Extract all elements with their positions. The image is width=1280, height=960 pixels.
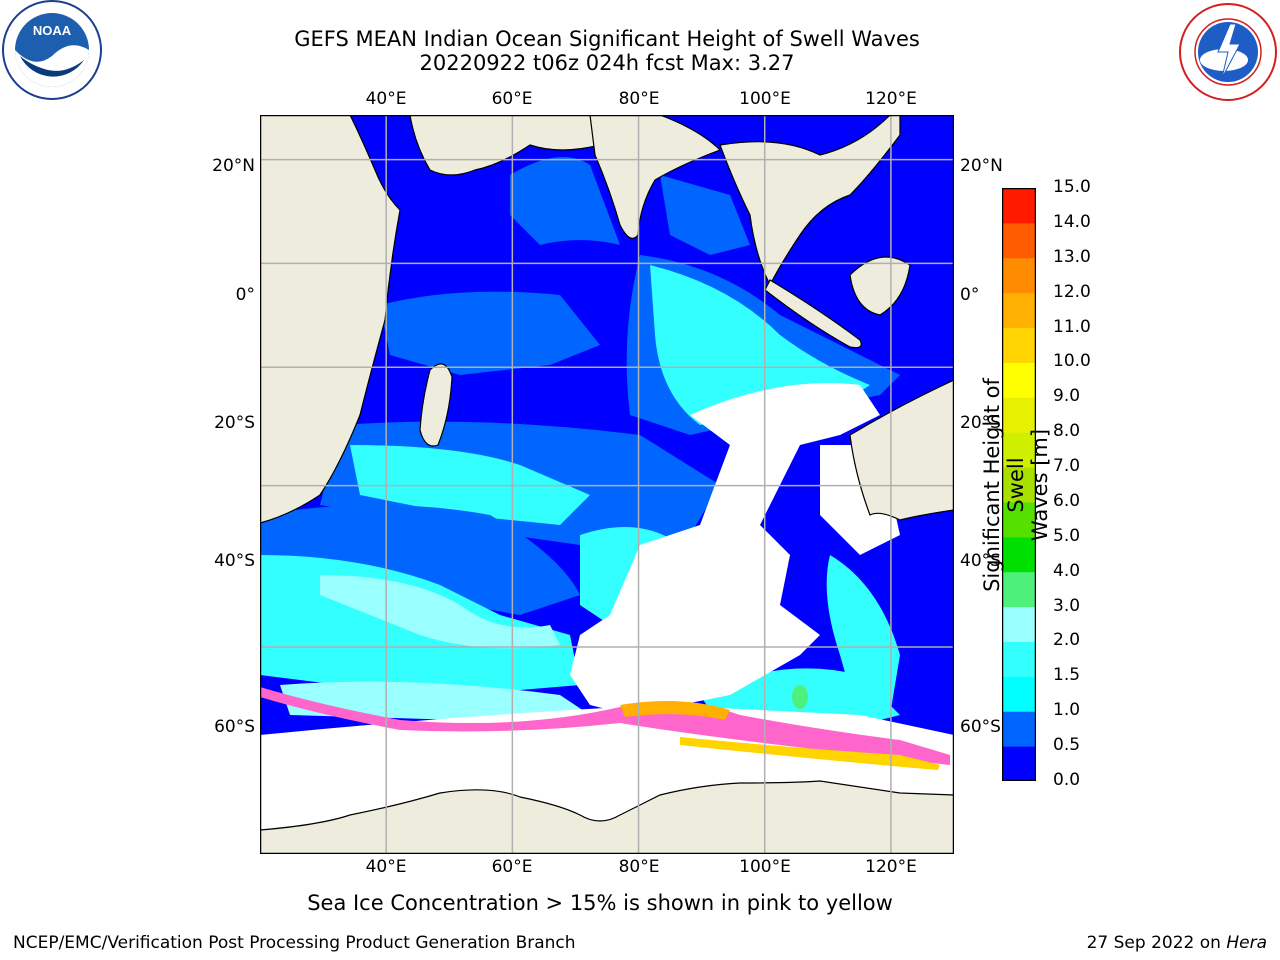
colorbar-tick-label: 13.0 [1053, 246, 1091, 267]
colorbar-tick-label: 9.0 [1053, 386, 1081, 407]
map-frame [260, 115, 954, 854]
colorbar-tick-label: 14.0 [1053, 211, 1091, 232]
colorbar-tick-label: 4.0 [1053, 560, 1081, 581]
colorbar-swatch [1002, 501, 1036, 538]
colorbar-tick-label: 12.0 [1053, 281, 1091, 302]
sea-ice-note: Sea Ice Concentration > 15% is shown in … [307, 891, 893, 915]
colorbar-swatch [1002, 397, 1036, 433]
colorbar-label: Significant Height of Swell Waves [m] [980, 355, 1052, 615]
lat-tick-label: 20°N [960, 156, 1003, 176]
colorbar-swatch [1002, 746, 1036, 781]
noaa-logo-icon: NOAA [2, 0, 102, 100]
colorbar-tick-label: 5.0 [1053, 525, 1081, 546]
lat-tick-label: 40°S [960, 551, 1001, 571]
colorbar-tick-label: 8.0 [1053, 421, 1081, 442]
colorbar-tick-label: 1.5 [1053, 665, 1081, 686]
lon-tick-label: 40°E [365, 857, 407, 877]
lon-tick-label: 80°E [618, 857, 660, 877]
lon-tick-label: 40°E [365, 89, 407, 109]
lat-tick-label: 20°S [960, 413, 1001, 433]
land-borneo [849, 256, 911, 316]
lat-tick-label: 60°S [214, 717, 255, 737]
colorbar-tick-label: 6.0 [1053, 490, 1081, 511]
colorbar-swatch [1002, 467, 1036, 503]
lon-tick-label: 60°E [491, 89, 533, 109]
title-line-1: GEFS MEAN Indian Ocean Significant Heigh… [294, 27, 920, 51]
colorbar-swatch [1002, 571, 1036, 608]
colorbar-swatch [1002, 641, 1036, 677]
land-sumatra [764, 279, 862, 349]
footer-credit: NCEP/EMC/Verification Post Processing Pr… [13, 933, 576, 953]
colorbar-swatch [1002, 676, 1036, 712]
colorbar-swatch [1002, 362, 1036, 398]
colorbar-swatch [1002, 606, 1036, 642]
lon-tick-label: 100°E [739, 89, 791, 109]
colorbar-swatch [1002, 711, 1036, 747]
colorbar [1002, 188, 1036, 781]
colorbar-label-line-2: Waves [m] [1028, 428, 1053, 542]
lon-tick-label: 100°E [739, 857, 791, 877]
noaa-logo-text: NOAA [33, 23, 72, 38]
colorbar-swatch [1002, 292, 1036, 329]
lat-tick-label: 40°S [214, 551, 255, 571]
colorbar-label-line-1: Significant Height of Swell [979, 378, 1028, 592]
colorbar-swatch [1002, 432, 1036, 468]
lat-tick-label: 0° [960, 285, 980, 305]
footer-date-text: 27 Sep 2022 on [1086, 933, 1221, 953]
colorbar-tick-label: 1.0 [1053, 700, 1081, 721]
lat-tick-label: 60°S [960, 717, 1001, 737]
footer-date: 27 Sep 2022 on Hera [1087, 933, 1267, 953]
colorbar-swatches [1002, 188, 1036, 781]
title-line-2: 20220922 t06z 024h fcst Max: 3.27 [419, 51, 795, 75]
lon-tick-label: 80°E [618, 89, 660, 109]
colorbar-swatch [1002, 222, 1036, 259]
sea-ice-fringe [260, 687, 950, 770]
swell-field [260, 157, 900, 735]
colorbar-tick-label: 15.0 [1053, 177, 1091, 197]
colorbar-swatch [1002, 327, 1036, 363]
colorbar-tick-label: 7.0 [1053, 456, 1081, 477]
lat-tick-label: 20°S [214, 413, 255, 433]
map-title: GEFS MEAN Indian Ocean Significant Heigh… [0, 27, 1214, 75]
colorbar-swatch [1002, 188, 1036, 224]
swell-height-map [260, 115, 954, 854]
colorbar-tick-label: 11.0 [1053, 316, 1091, 337]
lon-tick-label: 120°E [865, 857, 917, 877]
land-africa [260, 115, 401, 524]
colorbar-frame [1002, 188, 1036, 781]
lat-tick-label: 20°N [212, 156, 255, 176]
colorbar-swatch [1002, 257, 1036, 294]
footer-machine: Hera [1226, 933, 1267, 953]
lat-tick-label: 0° [235, 285, 255, 305]
colorbar-swatch [1002, 536, 1036, 573]
land-india [589, 115, 722, 239]
land-antarctica [260, 780, 954, 854]
nws-logo-icon [1179, 3, 1277, 101]
lon-tick-label: 60°E [491, 857, 533, 877]
colorbar-tick-label: 3.0 [1053, 595, 1081, 616]
colorbar-tick-label: 0.0 [1053, 770, 1081, 790]
colorbar-tick-label: 2.0 [1053, 630, 1081, 651]
map-gridlines [260, 115, 954, 854]
colorbar-tick-label: 10.0 [1053, 351, 1091, 372]
lon-tick-label: 120°E [865, 89, 917, 109]
colorbar-tick-label: 0.5 [1053, 735, 1081, 756]
